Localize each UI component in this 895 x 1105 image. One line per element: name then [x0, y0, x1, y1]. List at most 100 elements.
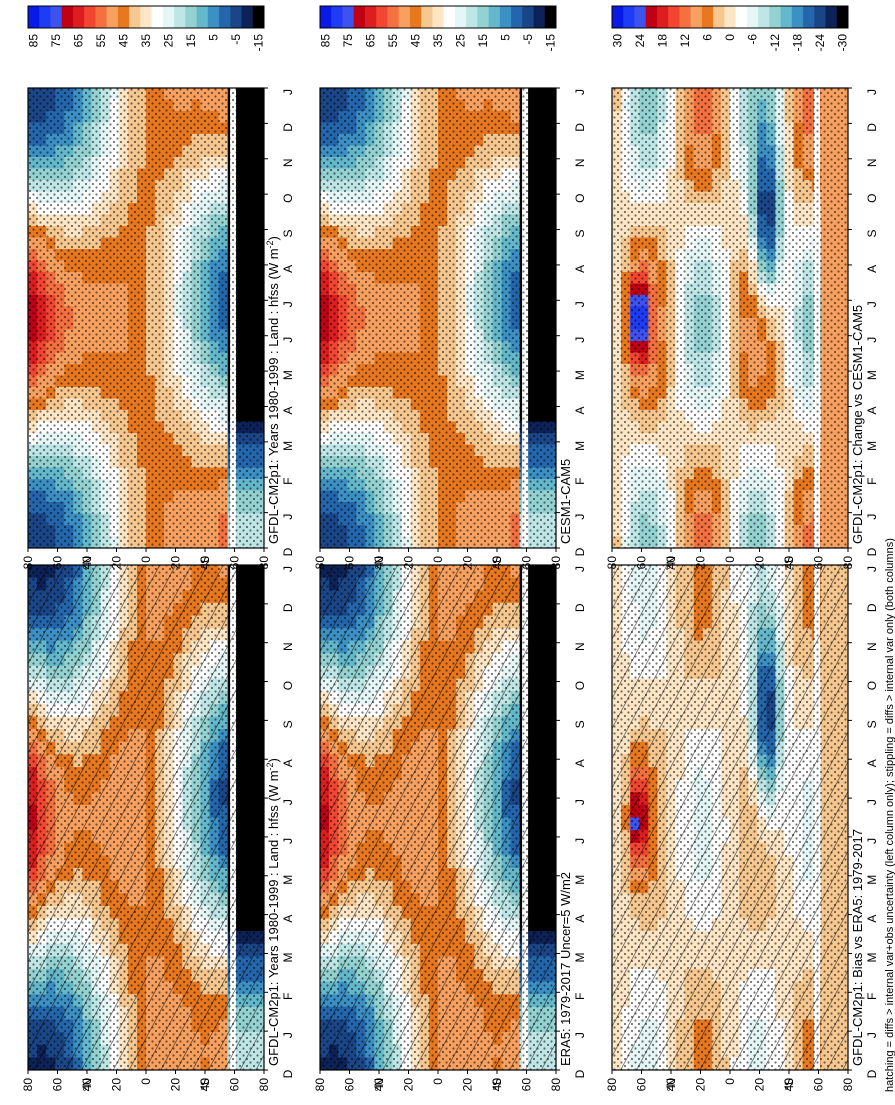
colorbar-label: 25: [453, 34, 467, 48]
lat-tick-label: 80: [257, 1078, 271, 1092]
colorbar-swatch: [39, 6, 51, 28]
month-tick-label: N: [281, 158, 295, 167]
month-tick-label: S: [281, 230, 295, 238]
colorbar-swatch: [354, 6, 366, 28]
month-tick-label: A: [573, 759, 587, 767]
colorbar-swatch: [342, 6, 354, 28]
lat-tick-label: 80: [549, 1078, 563, 1092]
panel-title: CESM1-CAM5: [558, 459, 573, 544]
colorbar-label: 55: [94, 34, 108, 48]
hemisphere-label: °S: [490, 556, 504, 569]
month-tick-label: J: [281, 337, 295, 343]
colorbar-label: 65: [72, 34, 86, 48]
title-superscript: -2: [265, 762, 275, 770]
colorbar-swatch: [50, 6, 62, 28]
colorbar-label: 75: [49, 34, 63, 48]
colorbar-label: 55: [386, 34, 400, 48]
month-tick-label: J: [281, 566, 295, 572]
colorbar-swatch: [230, 6, 242, 28]
colorbar-swatch: [253, 6, 265, 28]
colorbar-swatch: [320, 6, 332, 28]
lat-tick-label: 20: [110, 556, 124, 570]
hemisphere-label: °S: [198, 556, 212, 569]
month-tick-label: O: [573, 681, 587, 690]
colorbar-swatch: [522, 6, 534, 28]
month-tick-label: J: [573, 1032, 587, 1038]
month-tick-label: A: [573, 406, 587, 414]
panel-title: GFDL-CM2p1: Years 1980-1999 : Land : hfs…: [265, 758, 281, 1066]
colorbar-swatch: [466, 6, 478, 28]
colorbar-label: -15: [251, 34, 265, 52]
colorbar-label: 75: [341, 34, 355, 48]
hemisphere-label: °N: [372, 556, 386, 569]
month-tick-label: S: [281, 720, 295, 728]
lat-tick-label: 80: [21, 556, 35, 570]
lat-tick-label: 0: [431, 1078, 445, 1085]
colorbar-swatch: [208, 6, 220, 28]
colorbar-swatch: [500, 6, 512, 28]
lat-tick-label: 60: [520, 556, 534, 570]
colorbar-swatch: [365, 6, 377, 28]
hemisphere-label: °N: [80, 556, 94, 569]
colorbar-swatch: [174, 6, 186, 28]
month-tick-label: D: [281, 547, 295, 556]
month-tick-label: A: [281, 406, 295, 414]
month-tick-label: M: [281, 370, 295, 380]
lat-tick-label: 80: [257, 556, 271, 570]
colorbar-swatch: [84, 6, 96, 28]
month-tick-label: D: [573, 1069, 587, 1078]
colorbar-label: 35: [431, 34, 445, 48]
month-tick-label: J: [573, 566, 587, 572]
stippling-overlay: [320, 88, 556, 548]
month-tick-label: D: [573, 603, 587, 612]
colorbar-swatch: [444, 6, 456, 28]
colorbar-label: 15: [476, 34, 490, 48]
hemisphere-label: °N: [80, 1078, 94, 1091]
colorbar-swatch: [73, 6, 85, 28]
month-tick-label: O: [281, 193, 295, 202]
panel-model-left: GFDL-CM2p1: Years 1980-1999 : Land : hfs…: [21, 565, 295, 1091]
lat-tick-label: 80: [549, 556, 563, 570]
month-tick-label: J: [573, 301, 587, 307]
month-tick-label: J: [573, 838, 587, 844]
colorbar-swatch: [219, 6, 231, 28]
colorbar-label: 45: [117, 34, 131, 48]
colorbar-swatch: [62, 6, 74, 28]
colorbar-label: -15: [543, 34, 557, 52]
month-tick-label: F: [281, 993, 295, 1000]
colorbar-swatch: [197, 6, 209, 28]
colorbar-label: 35: [139, 34, 153, 48]
colorbar-swatch: [152, 6, 164, 28]
month-tick-label: S: [573, 720, 587, 728]
lat-tick-label: 60: [228, 1078, 242, 1092]
month-tick-label: N: [573, 642, 587, 651]
month-tick-label: O: [281, 681, 295, 690]
month-tick-label: J: [281, 838, 295, 844]
colorbar-label: 45: [409, 34, 423, 48]
month-tick-label: J: [281, 514, 295, 520]
lat-tick-label: 20: [402, 1078, 416, 1092]
title-tail: ): [266, 758, 281, 762]
panel-model-right: GFDL-CM2p1: Years 1980-1999 : Land : hfs…: [21, 88, 295, 569]
colorbar-swatch: [432, 6, 444, 28]
title-tail: ): [266, 236, 281, 240]
lat-tick-label: 60: [343, 556, 357, 570]
panel-title: GFDL-CM2p1: Years 1980-1999 : Land : hfs…: [265, 236, 281, 544]
lat-tick-label: 20: [461, 556, 475, 570]
hemisphere-label: °N: [372, 1078, 386, 1091]
lat-tick-label: 60: [51, 1078, 65, 1092]
panel-title: ERA5: 1979-2017 Uncer=5 W/m2: [558, 872, 573, 1066]
month-tick-label: M: [573, 441, 587, 451]
colorbar-label: 5: [498, 34, 512, 41]
month-tick-label: A: [281, 759, 295, 767]
colorbar-label: 85: [319, 34, 333, 48]
colorbar-swatch: [477, 6, 489, 28]
lat-tick-label: 80: [21, 1078, 35, 1092]
lat-tick-label: 60: [343, 1078, 357, 1092]
colorbar-swatch: [95, 6, 107, 28]
month-tick-label: A: [573, 265, 587, 273]
month-tick-label: J: [281, 799, 295, 805]
